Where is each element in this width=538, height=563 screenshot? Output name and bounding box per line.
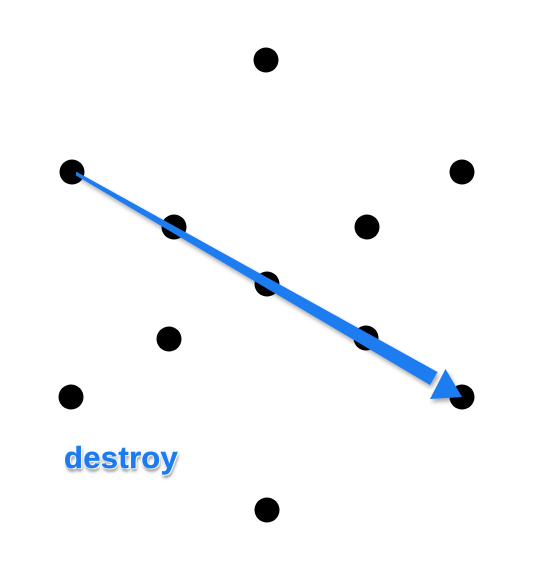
dot-right-upper[interactable] xyxy=(449,159,475,185)
gesture-arrow xyxy=(76,171,462,399)
gesture-label: destroy xyxy=(64,440,179,475)
dot-top[interactable] xyxy=(253,47,279,73)
dot-inner-upper-right[interactable] xyxy=(354,214,380,240)
dot-bottom[interactable] xyxy=(254,497,280,523)
dot-inner-lower-left[interactable] xyxy=(156,326,182,352)
gesture-arrow-head xyxy=(430,369,462,399)
dot-left-upper[interactable] xyxy=(59,159,85,185)
dot-left-lower[interactable] xyxy=(58,384,84,410)
gesture-arrow-shaft xyxy=(76,171,438,385)
